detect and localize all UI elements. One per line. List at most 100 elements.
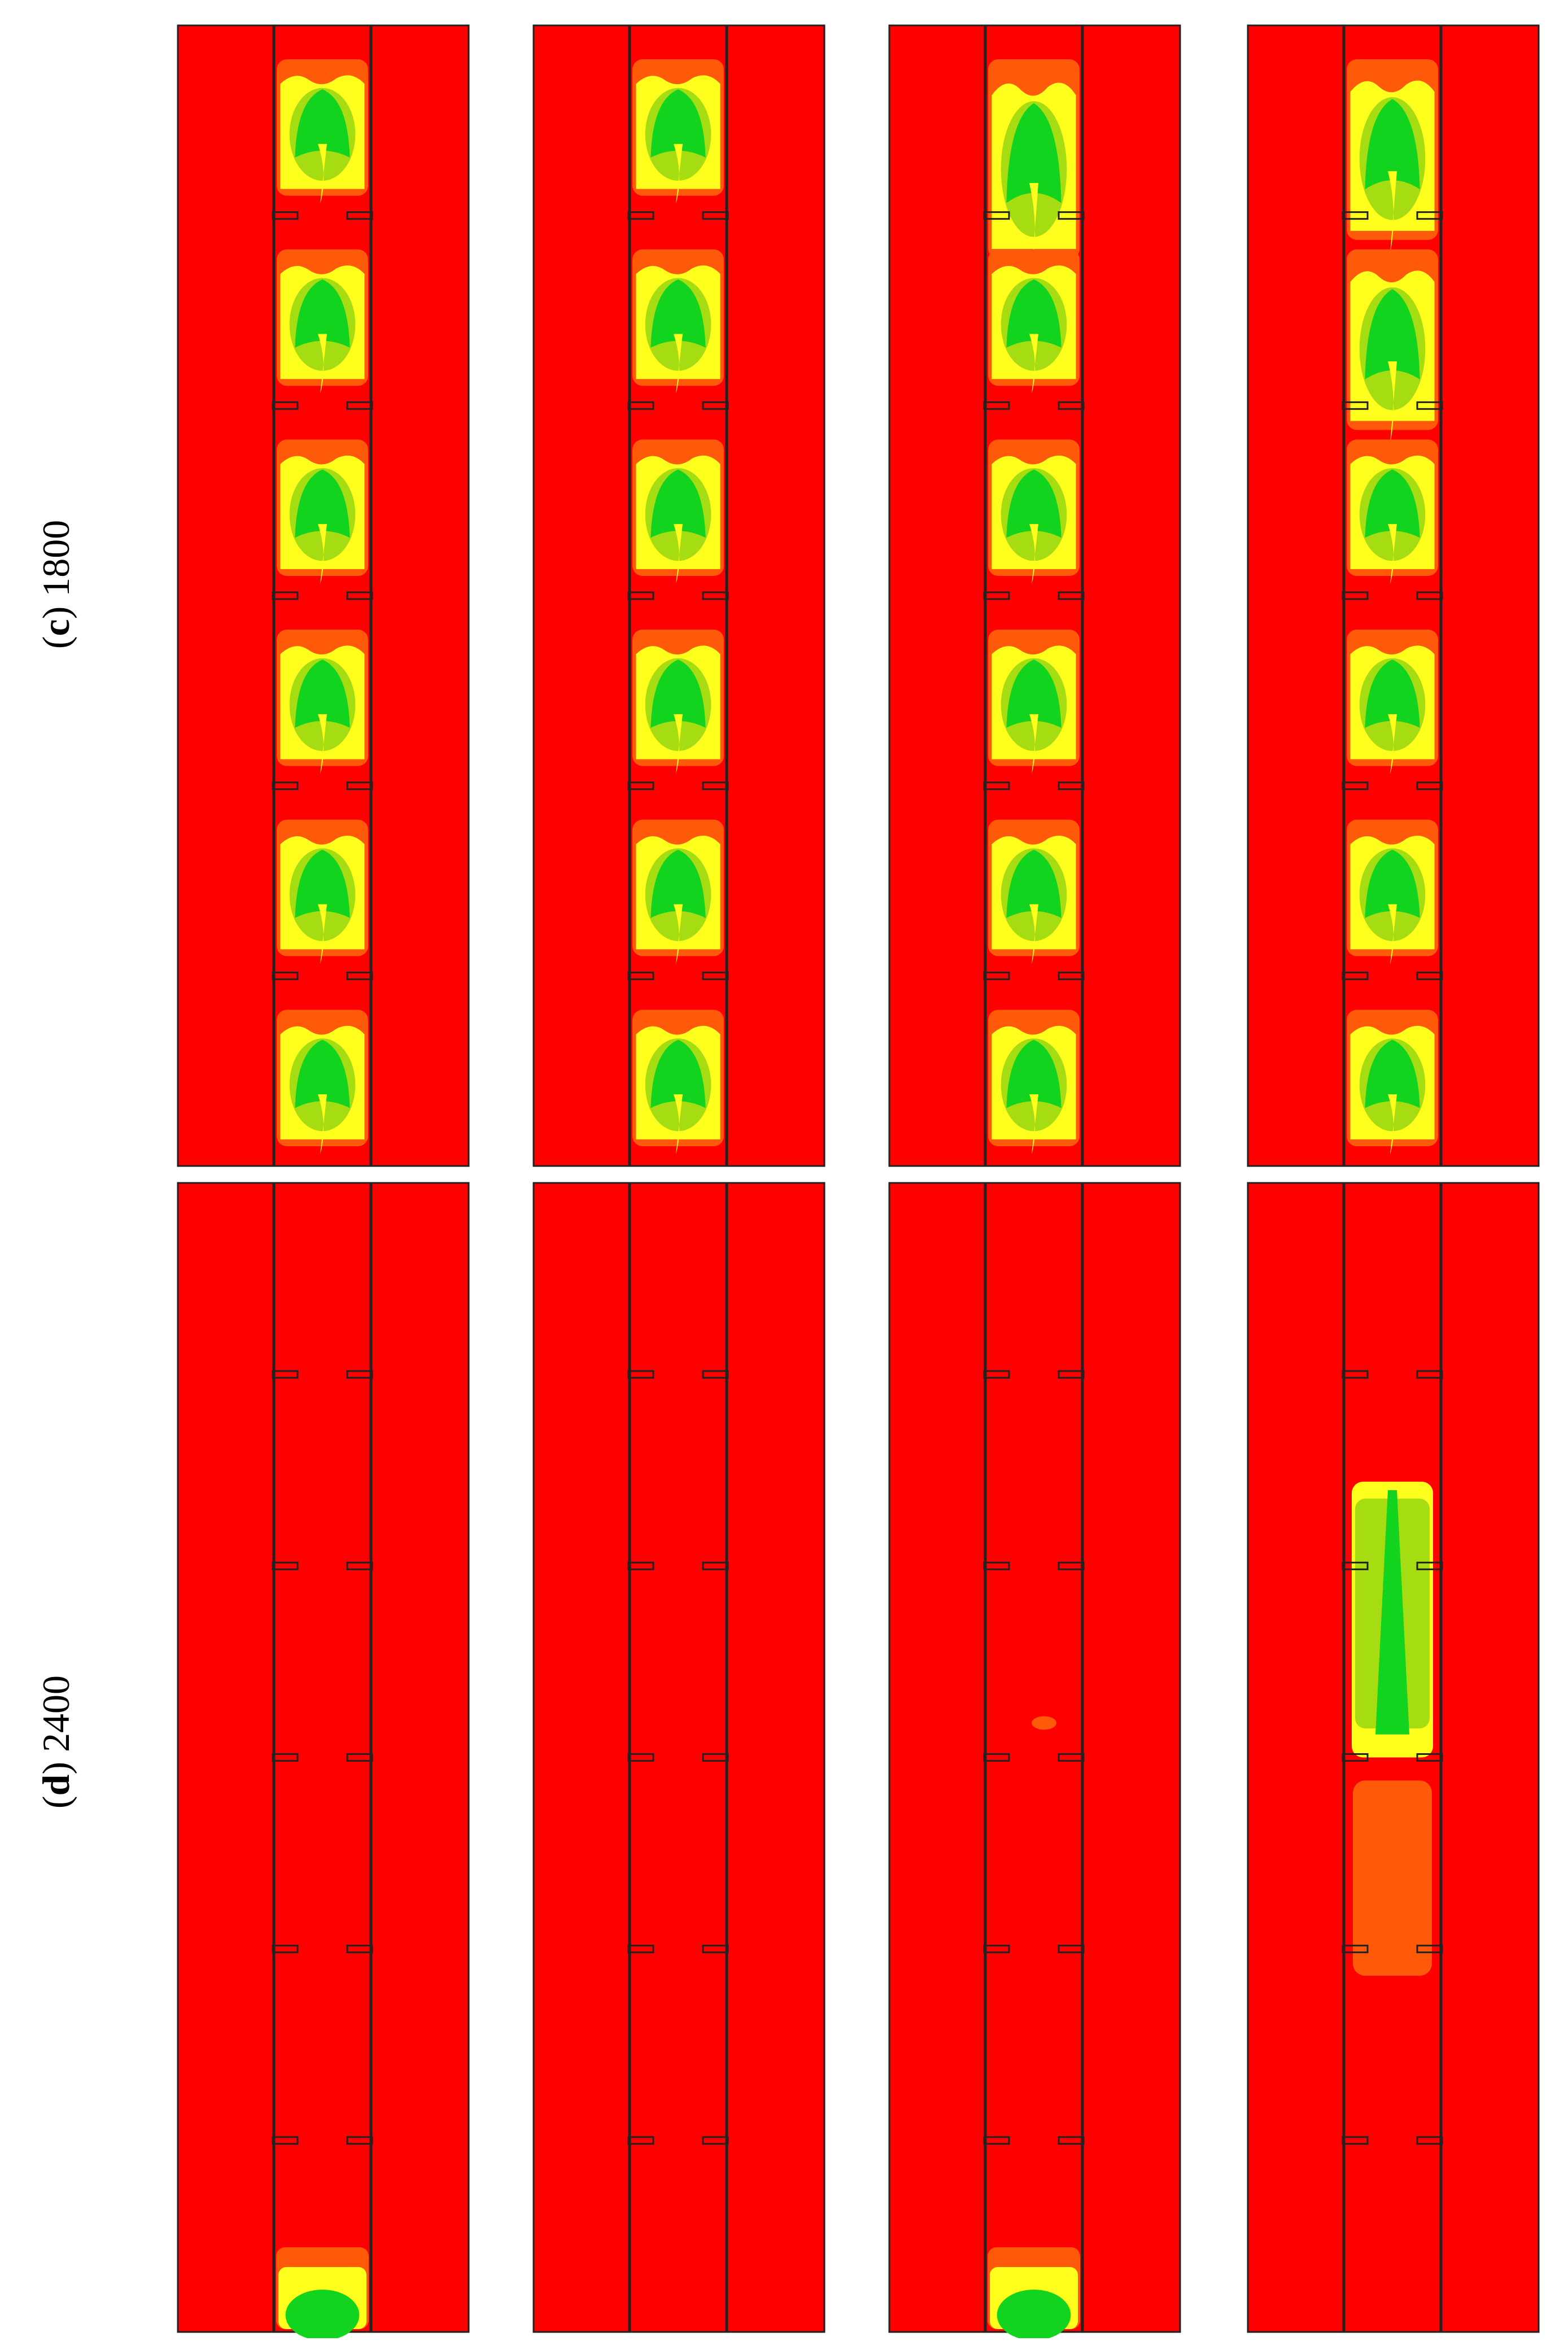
baffle-right bbox=[346, 211, 373, 220]
bubble-core bbox=[295, 89, 350, 158]
bubble-tail bbox=[318, 1094, 327, 1155]
bubble-tail bbox=[318, 524, 327, 584]
baffle-right bbox=[1416, 1753, 1443, 1762]
baffle-left bbox=[627, 971, 654, 980]
baffle-right bbox=[1416, 591, 1443, 600]
baffle-right bbox=[1416, 1945, 1443, 1954]
baffle-right bbox=[1416, 2136, 1443, 2145]
bubble-tail bbox=[1388, 714, 1397, 775]
baffle-right bbox=[346, 401, 373, 410]
bubble-core bbox=[1006, 103, 1062, 203]
bubble-tail bbox=[1388, 524, 1397, 584]
baffle-right bbox=[702, 971, 729, 980]
baffle-right bbox=[702, 211, 729, 220]
bubble-tail bbox=[1029, 1094, 1038, 1155]
baffle-left bbox=[627, 211, 654, 220]
baffle-right bbox=[346, 591, 373, 600]
bubble-core bbox=[1006, 849, 1062, 918]
baffle-left bbox=[1342, 211, 1369, 220]
baffle-right bbox=[1058, 1945, 1085, 1954]
baffle-right bbox=[346, 1753, 373, 1762]
baffle-left bbox=[627, 2136, 654, 2145]
baffle-left bbox=[1342, 591, 1369, 600]
baffle-right bbox=[1058, 591, 1085, 600]
bubble-tail bbox=[318, 904, 327, 964]
baffle-left bbox=[1342, 781, 1369, 790]
bubble-core bbox=[1365, 289, 1420, 379]
bubble-core bbox=[650, 89, 706, 158]
bubble-core bbox=[295, 279, 350, 348]
panel-frame bbox=[532, 24, 826, 1167]
bubble-tail bbox=[1388, 1094, 1397, 1155]
baffle-right bbox=[1058, 401, 1085, 410]
panel-d-4 bbox=[1247, 1182, 1540, 2333]
bubble-core bbox=[1006, 279, 1062, 348]
baffle-right bbox=[346, 2136, 373, 2145]
baffle-left bbox=[1342, 1945, 1369, 1954]
baffle-left bbox=[272, 1753, 299, 1762]
bubble-tail bbox=[674, 714, 683, 775]
bubble-core bbox=[1006, 469, 1062, 538]
baffle-right bbox=[702, 1945, 729, 1954]
bubble-tail bbox=[1029, 183, 1038, 274]
baffle-right bbox=[702, 401, 729, 410]
baffle-right bbox=[702, 1561, 729, 1570]
baffle-right bbox=[1058, 1753, 1085, 1762]
baffle-left bbox=[272, 401, 299, 410]
bubble-core bbox=[295, 1040, 350, 1108]
baffle-right bbox=[1416, 211, 1443, 220]
baffle-right bbox=[346, 1561, 373, 1570]
panel-d-1 bbox=[177, 1182, 470, 2340]
baffle-right bbox=[1058, 211, 1085, 220]
bubble-tail bbox=[674, 334, 683, 394]
bubble-tail bbox=[1388, 361, 1397, 444]
bubble-tail bbox=[674, 1094, 683, 1155]
panel-c-4 bbox=[1247, 24, 1540, 1167]
baffle-right bbox=[1416, 401, 1443, 410]
baffle-left bbox=[983, 1561, 1010, 1570]
baffle-left bbox=[1342, 2136, 1369, 2145]
bubble-tail bbox=[1029, 904, 1038, 964]
bottom-core bbox=[285, 2290, 360, 2340]
bubble-core bbox=[1365, 99, 1420, 190]
row-label-d: (d) 2400 bbox=[34, 1675, 77, 1809]
baffle-right bbox=[1416, 971, 1443, 980]
baffle-left bbox=[272, 2136, 299, 2145]
baffle-left bbox=[627, 1561, 654, 1570]
bubble-tail bbox=[1029, 714, 1038, 775]
bubble-tail bbox=[674, 904, 683, 964]
baffle-left bbox=[983, 2136, 1010, 2145]
panel-d-3 bbox=[888, 1182, 1181, 2340]
bubble-core bbox=[1375, 1490, 1409, 1735]
baffle-right bbox=[1058, 1561, 1085, 1570]
bubble-core bbox=[1006, 660, 1062, 728]
baffle-left bbox=[627, 1370, 654, 1379]
baffle-left bbox=[272, 1370, 299, 1379]
baffle-left bbox=[272, 1561, 299, 1570]
bubble-core bbox=[295, 660, 350, 728]
bubble-core bbox=[650, 849, 706, 918]
baffle-left bbox=[627, 781, 654, 790]
bubble-core bbox=[650, 660, 706, 728]
baffle-left bbox=[983, 1753, 1010, 1762]
baffle-right bbox=[702, 1753, 729, 1762]
baffle-right bbox=[702, 2136, 729, 2145]
baffle-left bbox=[272, 591, 299, 600]
baffle-left bbox=[272, 781, 299, 790]
bubble-tail bbox=[318, 334, 327, 394]
baffle-right bbox=[1416, 781, 1443, 790]
bubble-tail bbox=[1388, 171, 1397, 254]
baffle-left bbox=[983, 781, 1010, 790]
baffle-left bbox=[983, 971, 1010, 980]
bubble-tail bbox=[318, 143, 327, 204]
baffle-left bbox=[627, 591, 654, 600]
panel-frame bbox=[177, 1182, 470, 2333]
bottom-core bbox=[997, 2290, 1071, 2340]
baffle-left bbox=[1342, 1561, 1369, 1570]
baffle-left bbox=[627, 401, 654, 410]
bubble-core bbox=[1365, 660, 1420, 728]
baffle-right bbox=[702, 1370, 729, 1379]
panel-frame bbox=[532, 1182, 826, 2333]
baffle-right bbox=[702, 781, 729, 790]
